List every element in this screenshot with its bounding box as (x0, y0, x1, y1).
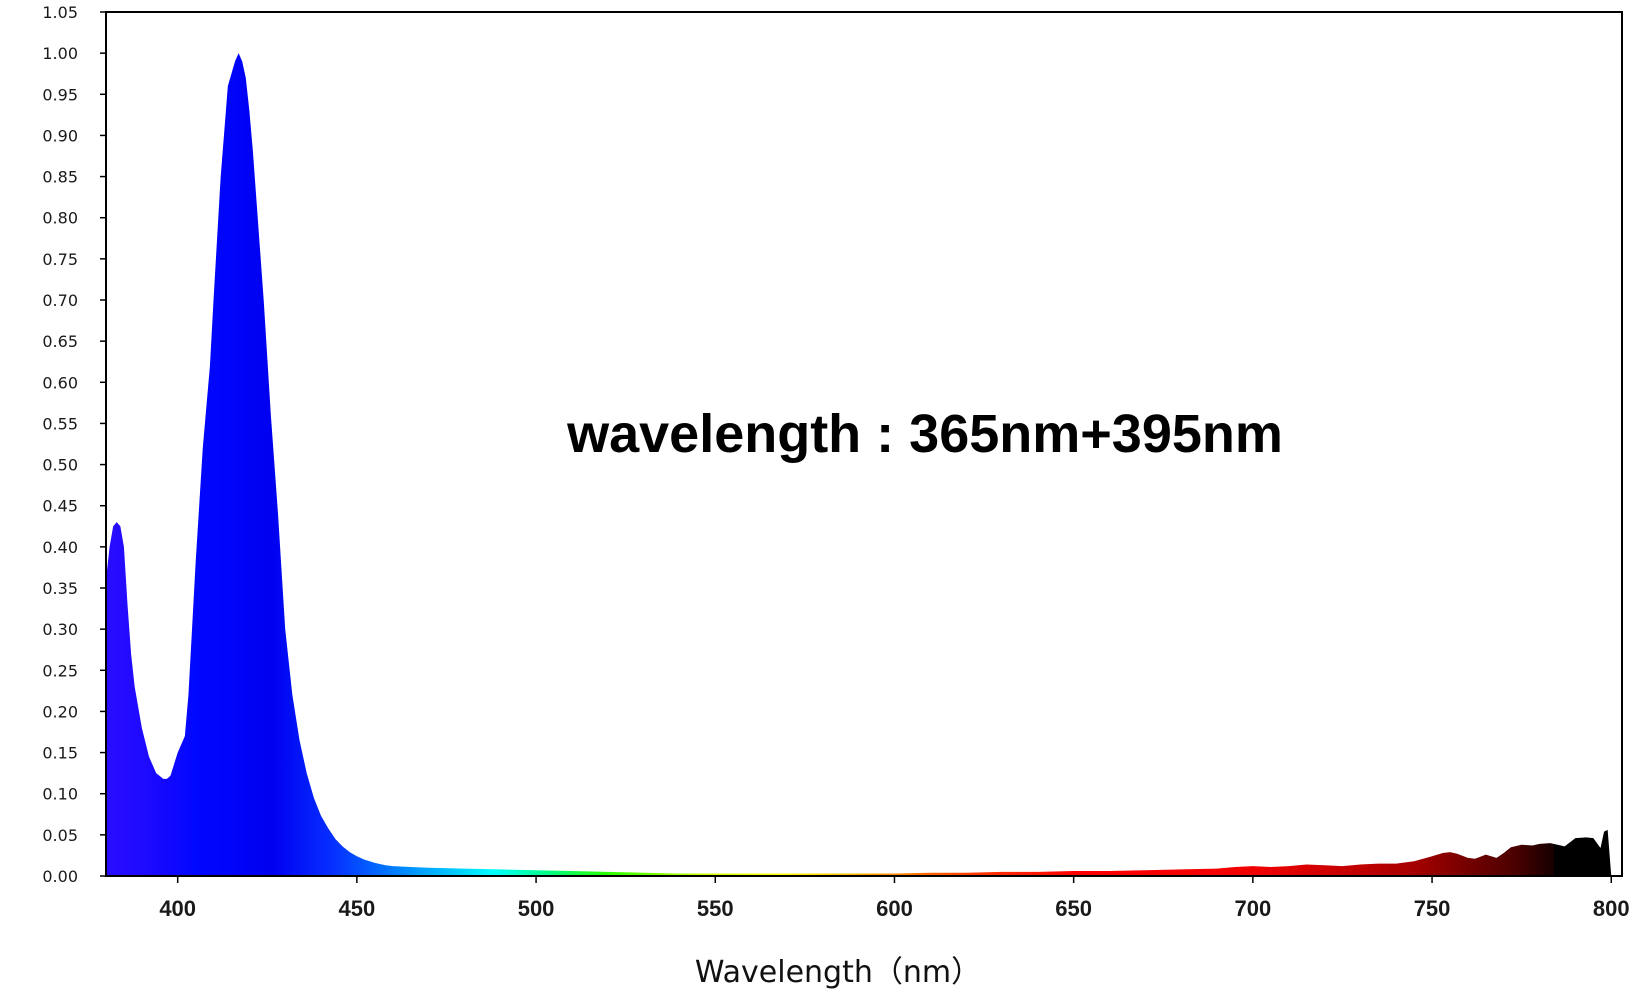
y-tick-label: 0.70 (42, 291, 78, 310)
y-tick-label: 0.85 (42, 168, 78, 187)
y-tick-label: 0.80 (42, 209, 78, 228)
x-tick-label: 500 (518, 896, 555, 921)
spectrum-area (106, 53, 1612, 876)
y-tick-label: 0.10 (42, 785, 78, 804)
x-tick-label: 450 (339, 896, 376, 921)
y-tick-label: 1.05 (42, 3, 78, 22)
wavelength-annotation: wavelength : 365nm+395nm (566, 404, 1283, 464)
y-tick-label: 0.20 (42, 702, 78, 721)
y-tick-label: 0.30 (42, 620, 78, 639)
y-tick-label: 0.75 (42, 250, 78, 269)
y-tick-label: 0.35 (42, 579, 78, 598)
y-tick-label: 1.00 (42, 44, 78, 63)
y-axis-ticks: 0.00 0.05 0.10 0.15 0.20 0.25 0.30 0.35 0.40 0.45… (42, 3, 106, 886)
x-axis-ticks: 400 450 500 550 600 650 700 750 800 (159, 876, 1630, 921)
y-tick-label: 0.60 (42, 373, 78, 392)
x-tick-label: 750 (1414, 896, 1451, 921)
y-tick-label: 0.95 (42, 85, 78, 104)
x-axis-label: Wavelength（nm） (695, 955, 981, 990)
y-tick-label: 0.55 (42, 414, 78, 433)
x-tick-label: 800 (1593, 896, 1630, 921)
y-tick-label: 0.65 (42, 332, 78, 351)
y-tick-label: 0.90 (42, 126, 78, 145)
y-tick-label: 0.05 (42, 826, 78, 845)
x-tick-label: 700 (1234, 896, 1271, 921)
plot-frame (105, 11, 1623, 877)
y-tick-label: 0.45 (42, 497, 78, 516)
y-tick-label: 0.00 (42, 867, 78, 886)
x-tick-label: 400 (159, 896, 196, 921)
y-tick-label: 0.15 (42, 744, 78, 763)
y-tick-label: 0.25 (42, 661, 78, 680)
y-tick-label: 0.50 (42, 456, 78, 475)
x-tick-label: 550 (697, 896, 734, 921)
y-tick-label: 0.40 (42, 538, 78, 557)
x-tick-label: 650 (1055, 896, 1092, 921)
x-tick-label: 600 (876, 896, 913, 921)
